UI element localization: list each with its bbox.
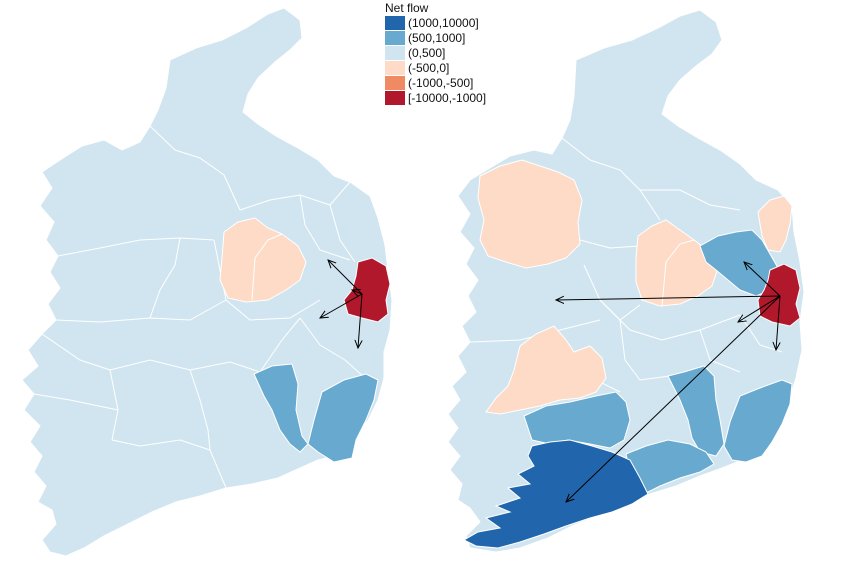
legend-label: (-1000,-500]: [408, 75, 474, 90]
legend-label: (500,1000]: [408, 30, 466, 45]
left-arrow-south: [358, 293, 362, 348]
left-region-longford-westmeath-divider: [251, 233, 283, 301]
legend-label: (-500,0]: [408, 60, 450, 75]
legend-item: (-1000,-500]: [385, 75, 545, 90]
left-arrow-southwest: [352, 290, 363, 294]
right-arrow-mayo: [556, 295, 781, 300]
right-map: [447, 9, 805, 553]
right-arrow-kildare: [738, 295, 781, 322]
legend-item: (1000,10000]: [385, 15, 545, 30]
left-county-borders: [33, 125, 366, 489]
legend-item: (-500,0]: [385, 60, 545, 75]
legend-item: [-10000,-1000]: [385, 90, 545, 105]
left-ireland-base: [21, 7, 393, 557]
right-arrow-cork: [566, 295, 781, 502]
legend-swatch: [385, 45, 405, 60]
left-arrow-west: [320, 293, 363, 318]
right-flow-arrows: [556, 262, 780, 502]
right-region-lw-divider: [661, 239, 695, 307]
left-flow-arrows: [320, 260, 362, 348]
left-arrow-north: [328, 260, 363, 295]
right-region-longford-westmeath: [635, 219, 719, 307]
legend-swatch: [385, 15, 405, 30]
right-arrow-meath: [744, 262, 781, 297]
left-map: [21, 7, 393, 557]
legend-item: (500,1000]: [385, 30, 545, 45]
left-region-longford-westmeath: [219, 217, 307, 303]
legend-swatch: [385, 75, 405, 90]
right-region-wexford: [723, 379, 793, 463]
right-region-clare: [485, 325, 607, 415]
left-region-wexford: [307, 373, 379, 463]
legend-swatch: [385, 90, 405, 105]
right-arrow-wicklow: [776, 295, 780, 350]
right-region-mayo: [477, 159, 583, 269]
legend: Net flow (1000,10000] (500,1000] (0,500]…: [385, 2, 545, 105]
legend-swatch: [385, 30, 405, 45]
right-region-louth: [757, 195, 793, 253]
legend-swatch: [385, 60, 405, 75]
legend-item: (0,500]: [385, 45, 545, 60]
legend-label: [-10000,-1000]: [408, 90, 487, 105]
legend-title: Net flow: [385, 1, 429, 15]
legend-label: (1000,10000]: [408, 15, 479, 30]
legend-label: (0,500]: [408, 45, 446, 60]
